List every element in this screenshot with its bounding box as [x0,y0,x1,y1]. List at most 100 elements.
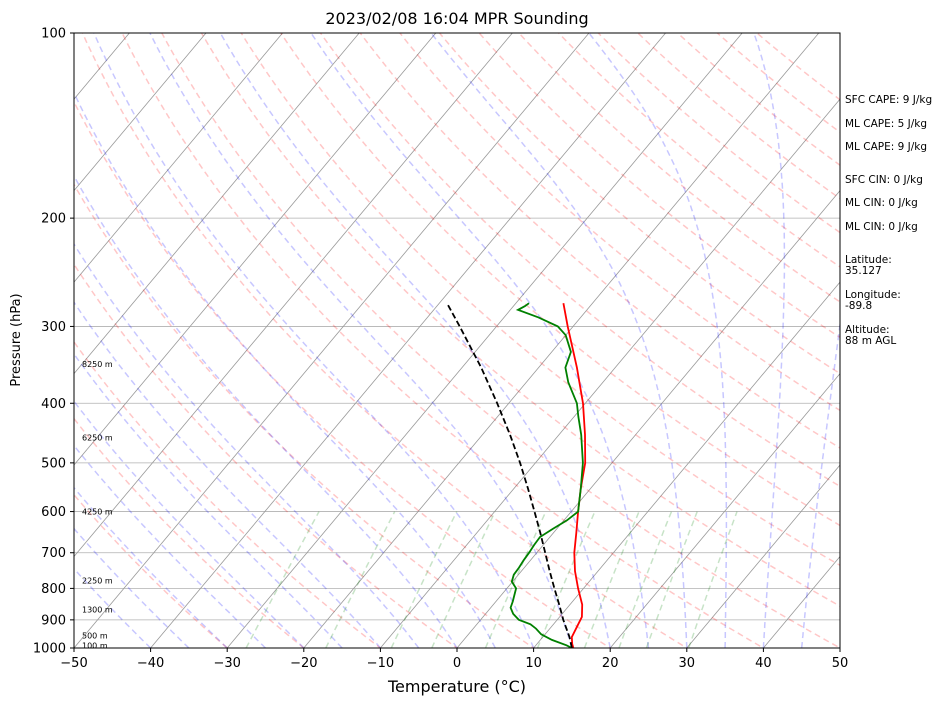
moist-adiabat [74,91,496,648]
x-tick-label: −30 [213,656,240,671]
temperature-trace [562,303,587,648]
x-tick-label: 30 [679,656,696,671]
isotherm-line [150,33,666,648]
y-tick-label: 100 [41,27,66,42]
longitude-text: Longitude: -89.8 [845,289,901,312]
x-tick-label: 10 [525,656,542,671]
moist-adiabat [219,33,611,648]
x-tick-label: −20 [290,656,317,671]
isotherm-line [456,190,840,648]
mixing-ratio-line [536,511,596,648]
isotherm-line [609,372,840,648]
x-tick-label: −50 [60,656,87,671]
x-tick-label: 40 [755,656,772,671]
mixing-ratio-line [325,511,396,648]
isotherm-line [74,33,283,283]
dry-adiabat [200,33,840,608]
moist-adiabat [753,33,786,648]
isotherm-line [74,33,437,466]
mixing-ratio-line [618,511,673,648]
y-tick-label: 400 [41,397,66,412]
y-tick-label: 200 [41,212,66,227]
sfc-cin-text: SFC CIN: 0 J/kg [845,174,923,186]
height-label: 6250 m [82,434,113,443]
dry-adiabat [74,263,459,648]
moist-adiabat [74,300,381,648]
moist-adiabat [74,174,458,648]
dry-adiabat [438,33,840,375]
ml-cape-text: ML CAPE: 5 J/kg [845,118,928,130]
moist-adiabat [430,33,688,648]
height-label: 8250 m [82,360,113,369]
sfc-cape-text: SFC CAPE: 9 J/kg [845,94,933,106]
y-tick-label: 500 [41,456,66,471]
x-tick-label: −40 [137,656,164,671]
mixing-ratio-line [583,511,640,648]
moist-adiabat [74,242,420,648]
height-label: 100 m [82,641,108,650]
height-label: 500 m [82,632,108,641]
isotherm-line [686,464,840,648]
chart-title: 2023/02/08 16:04 MPR Sounding [325,9,588,28]
moist-adiabat [93,33,535,648]
axis-ticks: −50 −40 −30 −20 −10 0 10 20 30 40 50 1000 900 800 700 6… [33,27,848,672]
isotherm-line [533,281,840,648]
isotherm-line [380,98,840,648]
moist-adiabat [310,33,650,648]
parcel-profile-trace [446,302,573,648]
y-tick-label: 700 [41,546,66,561]
moist-adiabat [800,319,840,648]
moist-adiabat [588,33,728,648]
y-axis-label: Pressure (hPa) [9,293,24,386]
y-tick-label: 800 [41,582,66,597]
moist-adiabat [74,444,267,648]
moist-adiabat [74,567,152,648]
y-tick-label: 1000 [33,642,66,657]
ml-cin-text-2: ML CIN: 0 J/kg [845,221,918,233]
dry-adiabat [74,493,229,648]
x-axis-label: Temperature (°C) [387,677,526,696]
dewpoint-trace [509,302,584,648]
dry-adiabat [478,33,840,339]
mixing-ratio-line [687,511,738,648]
mixing-ratio-line [245,511,320,648]
sounding-info-panel: SFC CAPE: 9 J/kg ML CAPE: 5 J/kg ML CAPE… [845,0,945,705]
dry-adiabat [280,33,840,527]
isotherm-line [74,33,590,648]
latitude-text: Latitude: 35.127 [845,254,892,277]
y-tick-label: 300 [41,320,66,335]
isotherm-line [303,33,820,648]
dry-adiabat [359,33,840,449]
moist-adiabat [74,527,190,648]
dry-adiabat [74,183,535,648]
height-label: 2250 m [82,577,113,586]
x-tick-label: 20 [602,656,619,671]
dry-adiabat [121,33,765,648]
x-tick-label: 50 [832,656,849,671]
isotherm-line [226,33,743,648]
dry-adiabat [399,33,840,412]
y-tick-label: 900 [41,613,66,628]
y-tick-label: 600 [41,505,66,520]
ml-cin-text: ML CIN: 0 J/kg [845,197,918,209]
dry-adiabat [74,340,382,648]
mixing-ratio-line [390,511,458,648]
dry-adiabat [161,33,840,648]
isotherm-line [74,33,513,558]
isotherm-line [74,33,360,375]
altitude-text: Altitude: 88 m AGL [845,324,897,347]
mixing-ratio-line [645,511,698,648]
height-label: 1300 m [82,606,113,615]
ml-cape-text-2: ML CAPE: 9 J/kg [845,141,928,153]
height-label: 4250 m [82,508,113,517]
x-tick-label: −10 [367,656,394,671]
mixing-ratio-line [484,511,547,648]
moist-adiabat [74,400,305,648]
isotherm-line [74,33,207,192]
x-tick-label: 0 [453,656,461,671]
moist-adiabat [149,33,573,648]
moist-adiabat [74,352,343,648]
